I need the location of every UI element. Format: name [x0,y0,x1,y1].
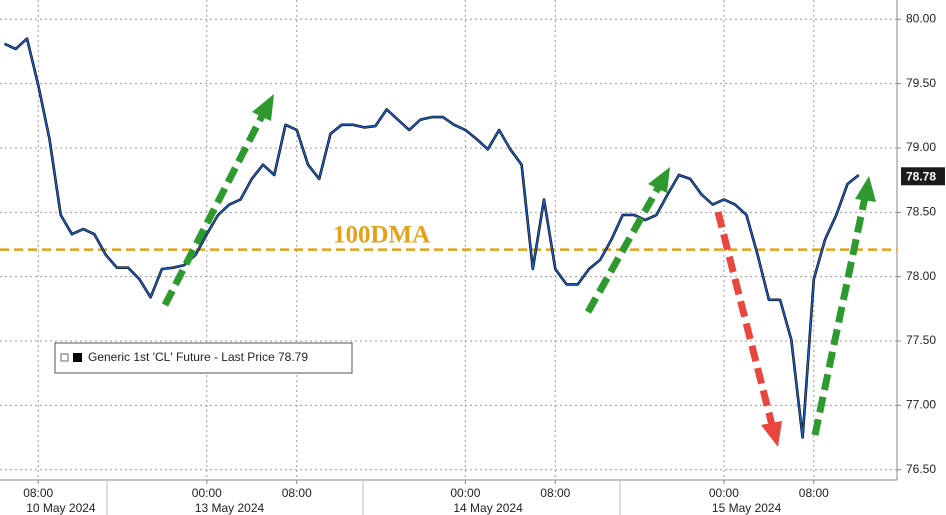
annotation-arrows [161,94,876,447]
x-tick-label: 00:00 [192,486,222,500]
y-tick-label: 79.50 [906,76,936,90]
last-price-label: 78.78 [906,169,936,183]
down-arrow [714,211,776,426]
x-tick-label: 00:00 [450,486,480,500]
arrow-head [855,176,876,202]
y-tick-label: 79.00 [906,140,936,154]
arrow-head [761,421,782,447]
x-group-label: 15 May 2024 [712,501,782,515]
y-tick-label: 77.50 [906,333,936,347]
up-arrow [811,196,869,436]
x-tick-label: 00:00 [709,486,739,500]
legend: Generic 1st 'CL' Future - Last Price 78.… [54,342,353,374]
x-tick-label: 08:00 [282,486,312,500]
x-tick-label: 08:00 [23,486,53,500]
up-arrow [161,114,266,307]
reference-label: 100DMA [333,221,430,248]
x-group-label: 14 May 2024 [453,501,523,515]
x-tick-label: 08:00 [540,486,570,500]
x-tick-label: 08:00 [799,486,829,500]
y-tick-label: 76.50 [906,462,936,476]
up-arrow [584,186,662,314]
legend-box [54,342,353,374]
y-tick-label: 78.50 [906,205,936,219]
legend-toggle[interactable] [60,353,69,362]
y-tick-label: 77.00 [906,398,936,412]
x-group-label: 13 May 2024 [195,501,265,515]
arrow-head [252,94,274,121]
legend-swatch [73,353,82,362]
x-group-label: 10 May 2024 [26,501,96,515]
y-tick-label: 78.00 [906,269,936,283]
price-line [4,37,860,439]
arrow-head [648,167,670,193]
legend-label: Generic 1st 'CL' Future - Last Price 78.… [88,350,308,364]
last-price-box [901,167,945,186]
y-tick-label: 80.00 [906,11,936,25]
